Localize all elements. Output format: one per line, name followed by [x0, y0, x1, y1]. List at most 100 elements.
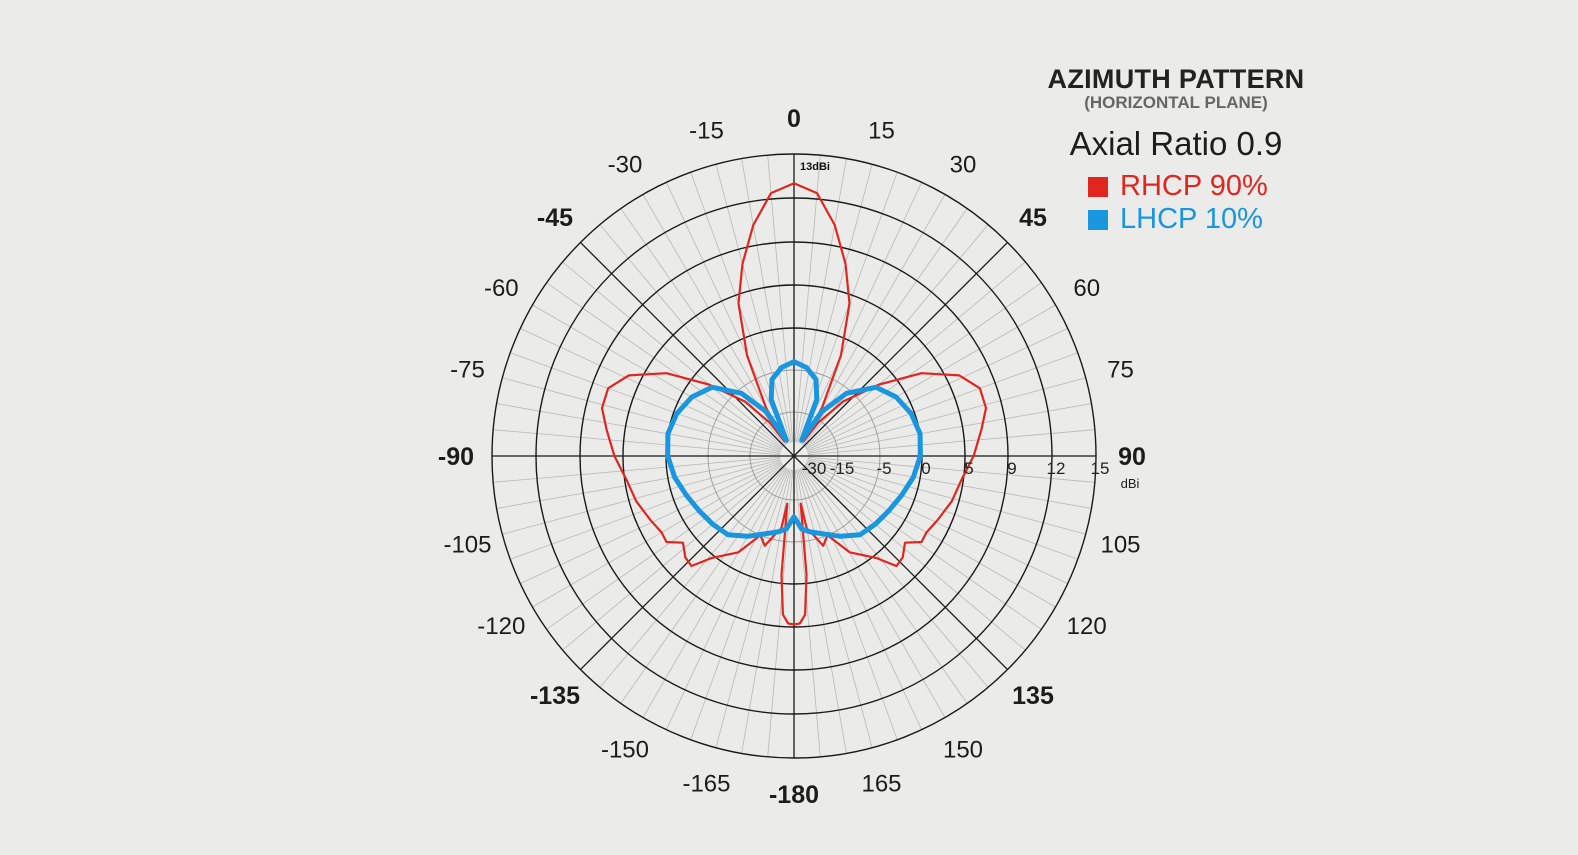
angle-tick-label: -135 — [530, 682, 580, 710]
minor-spoke — [599, 466, 786, 688]
series-line-rhcp — [600, 182, 988, 626]
minor-spoke — [807, 458, 1092, 509]
minor-spoke — [520, 328, 782, 451]
minor-spoke — [715, 469, 791, 748]
minor-spoke — [807, 403, 1092, 454]
radial-tick-label: 15 — [1091, 459, 1110, 478]
minor-spoke — [642, 467, 788, 718]
angle-tick-label: 150 — [943, 737, 983, 764]
angle-tick-label: 30 — [950, 151, 977, 178]
minor-spoke — [794, 469, 821, 757]
series-line-lhcp — [665, 359, 923, 539]
minor-spoke — [493, 429, 781, 456]
minor-spoke — [496, 403, 781, 454]
angle-tick-label: -165 — [682, 771, 730, 798]
angle-tick-label: -180 — [769, 781, 819, 809]
minor-spoke — [804, 464, 1026, 651]
max-gain-label: 13dBi — [800, 161, 830, 173]
angle-tick-label: -105 — [443, 532, 491, 559]
angle-tick-label: 15 — [868, 118, 895, 145]
minor-spoke — [666, 468, 789, 730]
angle-tick-label: 60 — [1073, 275, 1100, 302]
minor-spoke — [797, 469, 873, 748]
minor-spoke — [767, 469, 794, 757]
minor-spoke — [546, 282, 783, 449]
radial-tick-label: -5 — [876, 459, 891, 478]
minor-spoke — [805, 463, 1042, 630]
title-block: AZIMUTH PATTERN (HORIZONTAL PLANE) Axial… — [1040, 64, 1312, 164]
minor-spoke — [532, 462, 783, 608]
minor-spoke — [807, 377, 1086, 453]
minor-spoke — [510, 460, 781, 560]
minor-spoke — [510, 352, 781, 452]
minor-spoke — [546, 463, 783, 630]
radial-unit-label: dBi — [1121, 476, 1140, 491]
angle-tick-label: 105 — [1100, 532, 1140, 559]
minor-spoke — [502, 459, 781, 535]
major-spoke — [579, 241, 795, 457]
minor-spoke — [799, 182, 922, 444]
minor-spoke — [807, 456, 1095, 483]
angle-tick-label: 165 — [861, 771, 901, 798]
minor-spoke — [799, 468, 922, 730]
minor-spoke — [807, 429, 1095, 456]
axial-ratio-label: Axial Ratio 0.9 — [1069, 125, 1283, 162]
minor-spoke — [805, 282, 1042, 449]
angle-tick-label: -120 — [477, 613, 525, 640]
minor-spoke — [715, 164, 791, 443]
minor-spoke — [690, 469, 790, 740]
angle-tick-label: -45 — [537, 204, 573, 232]
angle-tick-label: 120 — [1067, 613, 1107, 640]
major-spoke — [793, 455, 1009, 671]
legend-label-rhcp: RHCP 90% — [1120, 170, 1268, 202]
angle-tick-label: 75 — [1107, 357, 1134, 384]
minor-spoke — [802, 466, 989, 688]
radial-tick-label: 9 — [1007, 459, 1016, 478]
legend-item-rhcp: RHCP 90% — [1088, 170, 1268, 203]
legend: RHCP 90% LHCP 10% — [1088, 170, 1268, 236]
minor-spoke — [805, 462, 1056, 608]
minor-spoke — [807, 352, 1078, 452]
minor-spoke — [562, 261, 784, 448]
minor-spoke — [806, 461, 1068, 584]
radial-tick-label: 12 — [1047, 459, 1066, 478]
angle-tick-label: 0 — [787, 105, 801, 133]
minor-spoke — [666, 182, 789, 444]
chart-title: AZIMUTH PATTERN — [1047, 64, 1305, 94]
legend-swatch-lhcp — [1088, 209, 1108, 230]
minor-spoke — [532, 304, 783, 450]
minor-spoke — [562, 464, 784, 651]
angle-tick-label: -60 — [484, 275, 519, 302]
angle-tick-label: 90 — [1118, 443, 1146, 471]
angle-tick-label: 135 — [1012, 682, 1054, 710]
legend-label-lhcp: LHCP 10% — [1120, 203, 1263, 235]
legend-item-lhcp: LHCP 10% — [1088, 203, 1268, 236]
radial-tick-label: -15 — [830, 459, 855, 478]
minor-spoke — [797, 164, 873, 443]
minor-spoke — [805, 304, 1056, 450]
legend-swatch-rhcp — [1088, 176, 1108, 197]
radial-tick-label: 0 — [921, 459, 930, 478]
chart-subtitle: (HORIZONTAL PLANE) — [1084, 93, 1268, 112]
minor-spoke — [806, 328, 1068, 451]
minor-spoke — [807, 459, 1086, 535]
angle-tick-label: 45 — [1019, 204, 1047, 232]
minor-spoke — [798, 469, 898, 740]
radial-tick-label: -30 — [802, 459, 827, 478]
angle-tick-label: -150 — [601, 737, 649, 764]
angle-tick-label: -30 — [608, 151, 643, 178]
minor-spoke — [741, 158, 792, 443]
minor-spoke — [796, 158, 847, 443]
angle-tick-label: -75 — [450, 357, 485, 384]
angle-tick-label: -15 — [689, 118, 724, 145]
minor-spoke — [620, 467, 787, 704]
minor-spoke — [502, 377, 781, 453]
minor-spoke — [493, 456, 781, 483]
minor-spoke — [520, 461, 782, 584]
minor-spoke — [800, 467, 946, 718]
minor-spoke — [496, 458, 781, 509]
minor-spoke — [807, 460, 1078, 560]
angle-tick-label: -90 — [438, 443, 474, 471]
